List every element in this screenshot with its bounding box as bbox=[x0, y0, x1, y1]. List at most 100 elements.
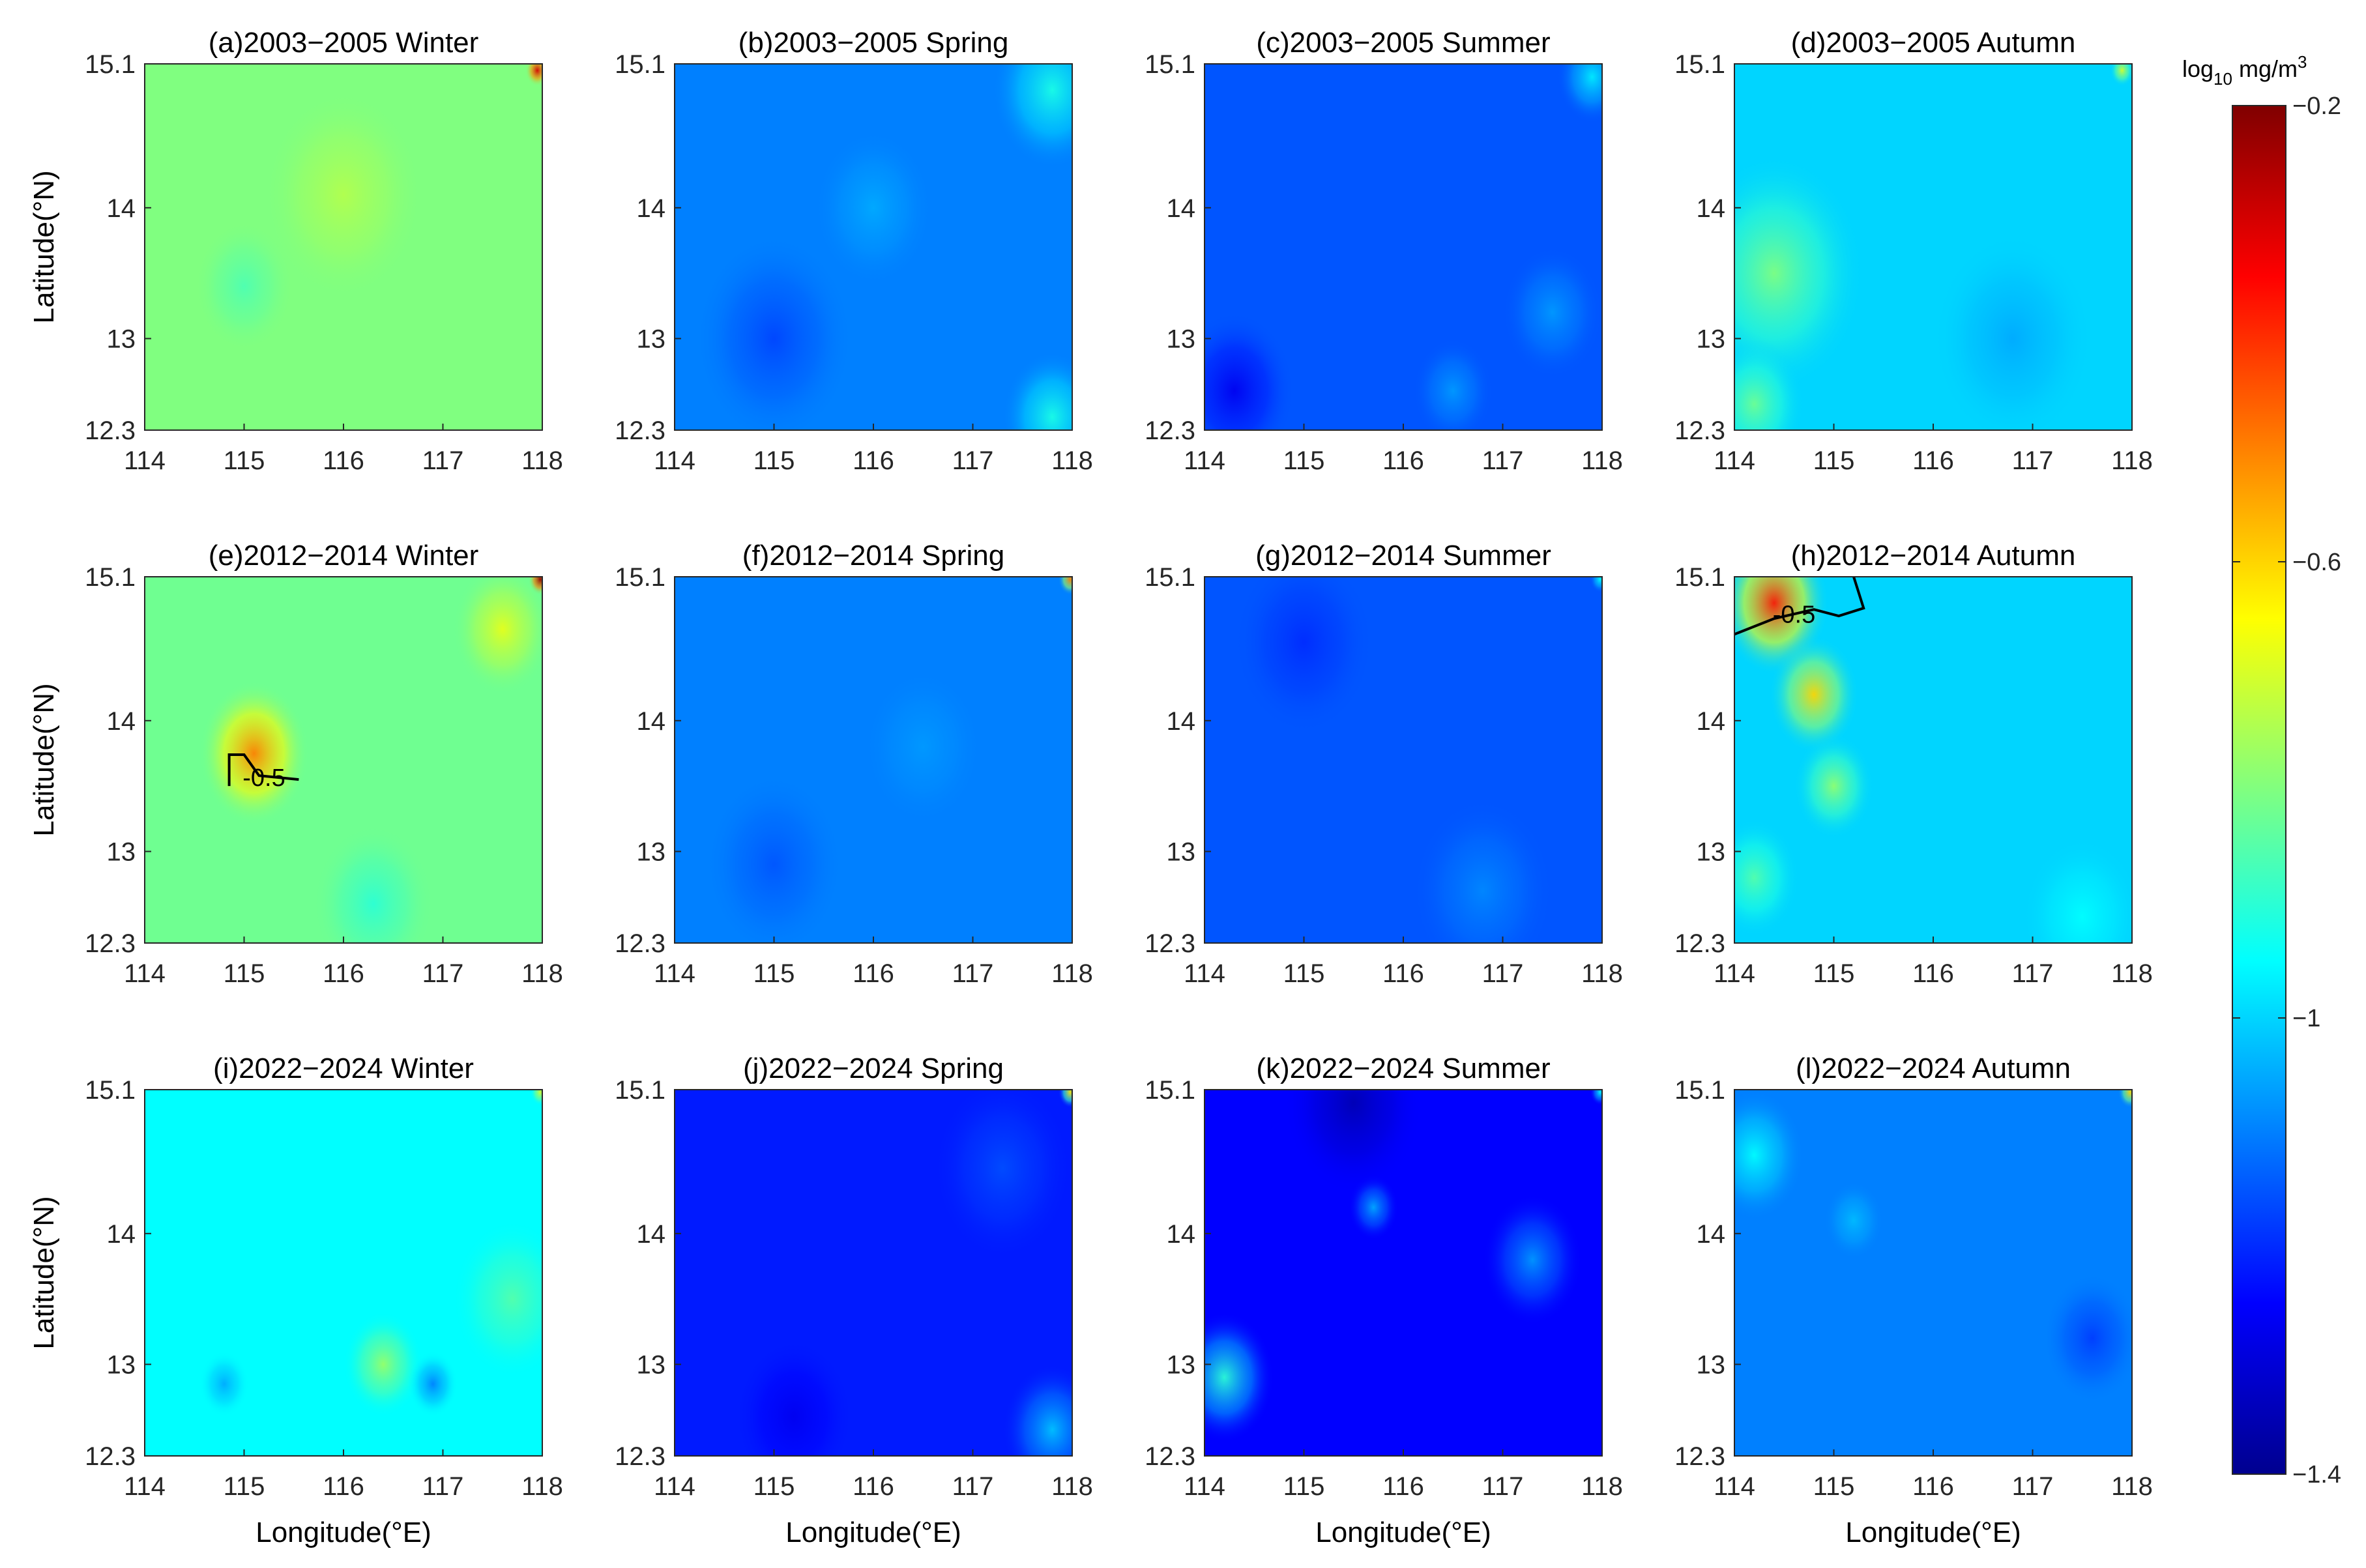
y-tick-label: 12.3 bbox=[1145, 416, 1195, 445]
heatmap-feature bbox=[199, 1351, 250, 1417]
x-tick-label: 118 bbox=[1581, 959, 1623, 988]
x-tick-label: 114 bbox=[1714, 959, 1755, 988]
x-tick-label: 115 bbox=[753, 446, 795, 475]
colorbar-gradient bbox=[2232, 105, 2286, 1475]
panel-title: (k)2022−2024 Summer bbox=[1256, 1053, 1550, 1084]
x-tick-label: 117 bbox=[422, 1472, 464, 1501]
x-tick-label: 117 bbox=[422, 446, 464, 475]
y-tick-label: 12.3 bbox=[85, 1442, 136, 1471]
heatmap-feature bbox=[2110, 64, 2132, 87]
y-tick-label: 14 bbox=[107, 194, 136, 223]
heatmap-feature bbox=[1205, 1312, 1274, 1443]
x-tick-label: 116 bbox=[1912, 1472, 1954, 1501]
y-tick-label: 15.1 bbox=[1145, 563, 1195, 592]
x-tick-label: 114 bbox=[1714, 446, 1755, 475]
panel-title: (d)2003−2005 Autumn bbox=[1791, 27, 2076, 59]
heatmap-feature bbox=[694, 233, 854, 430]
x-tick-label: 115 bbox=[753, 1472, 795, 1501]
y-axis-label: Latitude(°N) bbox=[28, 1196, 60, 1349]
x-tick-label: 117 bbox=[952, 446, 994, 475]
x-tick-label: 115 bbox=[224, 446, 265, 475]
heatmap-feature bbox=[1557, 64, 1602, 123]
panel-g: (g)2012−2014 Summer 114 115 116 117 118 12.3 13… bbox=[1145, 540, 1623, 988]
y-tick-label: 13 bbox=[1697, 838, 1726, 867]
heatmap-feature bbox=[1413, 799, 1553, 943]
y-tick-label: 14 bbox=[107, 1220, 136, 1249]
x-tick-label: 118 bbox=[2111, 1472, 2153, 1501]
panel-b: (b)2003−2005 Spring 114 115 116 117 118 12.3 13… bbox=[615, 27, 1093, 475]
x-tick-label: 116 bbox=[1382, 959, 1424, 988]
y-tick-label: 13 bbox=[1697, 325, 1726, 354]
colorbar-tick-label: −1.4 bbox=[2292, 1461, 2341, 1488]
panel-title: (e)2012−2014 Winter bbox=[209, 540, 479, 572]
panel-title: (c)2003−2005 Summer bbox=[1256, 27, 1550, 59]
x-tick-label: 114 bbox=[654, 446, 695, 475]
x-tick-label: 116 bbox=[1912, 446, 1954, 475]
colorbar-tick-label: −0.2 bbox=[2292, 93, 2341, 120]
y-tick-label: 13 bbox=[637, 325, 666, 354]
x-tick-label: 117 bbox=[2012, 446, 2054, 475]
heatmap-field bbox=[1205, 64, 1602, 430]
x-tick-label: 114 bbox=[654, 1472, 695, 1501]
y-tick-label: 12.3 bbox=[615, 1442, 665, 1471]
heatmap-field bbox=[1205, 1090, 1602, 1456]
panel-e: -0.5 (e)2012−2014 Winter 114 115 116 117 118 12… bbox=[28, 540, 563, 988]
heatmap-feature bbox=[2042, 1273, 2132, 1404]
heatmap-feature bbox=[1734, 819, 1800, 936]
y-tick-label: 15.1 bbox=[615, 1076, 665, 1105]
y-tick-label: 12.3 bbox=[1674, 416, 1725, 445]
y-tick-label: 13 bbox=[637, 1351, 666, 1380]
x-axis-label: Longitude(°E) bbox=[256, 1517, 431, 1548]
x-axis-label: Longitude(°E) bbox=[1315, 1517, 1491, 1548]
heatmap-feature bbox=[2023, 838, 2132, 943]
x-tick-label: 114 bbox=[1184, 1472, 1225, 1501]
y-tick-label: 13 bbox=[1697, 1351, 1726, 1380]
y-axis-label: Latitude(°N) bbox=[28, 170, 60, 323]
heatmap-feature bbox=[1734, 155, 1864, 391]
x-tick-label: 118 bbox=[1581, 446, 1623, 475]
heatmap-feature bbox=[863, 668, 983, 826]
y-tick-label: 14 bbox=[1697, 1220, 1726, 1249]
heatmap-feature bbox=[1590, 577, 1602, 593]
colorbar-tick-label: −1 bbox=[2292, 1005, 2320, 1032]
heatmap-field bbox=[1734, 64, 2132, 430]
x-tick-label: 115 bbox=[224, 959, 265, 988]
heatmap-feature bbox=[1483, 1194, 1583, 1326]
x-tick-label: 117 bbox=[2012, 1472, 2054, 1501]
y-tick-label: 14 bbox=[1167, 194, 1196, 223]
heatmap-feature bbox=[1824, 1181, 1884, 1260]
x-tick-label: 116 bbox=[853, 1472, 894, 1501]
panel-a: (a)2003−2005 Winter 114 115 116 117 118 12.3 13… bbox=[28, 27, 563, 475]
panel-title: (g)2012−2014 Summer bbox=[1255, 540, 1551, 572]
y-tick-label: 12.3 bbox=[615, 929, 665, 958]
heatmap-feature bbox=[2118, 1090, 2132, 1109]
heatmap-field: -0.5 bbox=[1734, 577, 2132, 943]
x-tick-label: 115 bbox=[1813, 959, 1855, 988]
heatmap-field bbox=[1205, 577, 1602, 943]
x-tick-label: 115 bbox=[1283, 959, 1325, 988]
x-tick-label: 115 bbox=[1283, 446, 1325, 475]
panel-title: (i)2022−2024 Winter bbox=[213, 1053, 474, 1084]
x-tick-label: 114 bbox=[1184, 959, 1225, 988]
colorbar-label: log10 mg/m3 bbox=[2182, 52, 2307, 89]
heatmap-feature bbox=[1413, 338, 1493, 430]
panel-l: (l)2022−2024 Autumn 114 115 116 117 118 12.3 13… bbox=[1674, 1053, 2153, 1548]
x-tick-label: 116 bbox=[1382, 1472, 1424, 1501]
heatmap-field bbox=[675, 1090, 1072, 1456]
heatmap-field bbox=[675, 577, 1072, 943]
y-tick-label: 12.3 bbox=[1145, 929, 1195, 958]
x-tick-label: 118 bbox=[1051, 959, 1093, 988]
x-tick-label: 118 bbox=[2111, 959, 2153, 988]
heatmap-field: -0.5 bbox=[145, 577, 542, 943]
heatmap-feature bbox=[408, 1351, 458, 1417]
y-tick-label: 14 bbox=[107, 707, 136, 736]
heatmap-feature bbox=[1234, 577, 1374, 734]
heatmap-feature bbox=[199, 681, 309, 826]
y-tick-label: 14 bbox=[1697, 707, 1726, 736]
x-tick-label: 117 bbox=[1482, 959, 1524, 988]
x-tick-label: 117 bbox=[422, 959, 464, 988]
heatmap-field bbox=[145, 64, 542, 430]
x-tick-label: 116 bbox=[323, 959, 364, 988]
y-tick-label: 14 bbox=[637, 707, 666, 736]
